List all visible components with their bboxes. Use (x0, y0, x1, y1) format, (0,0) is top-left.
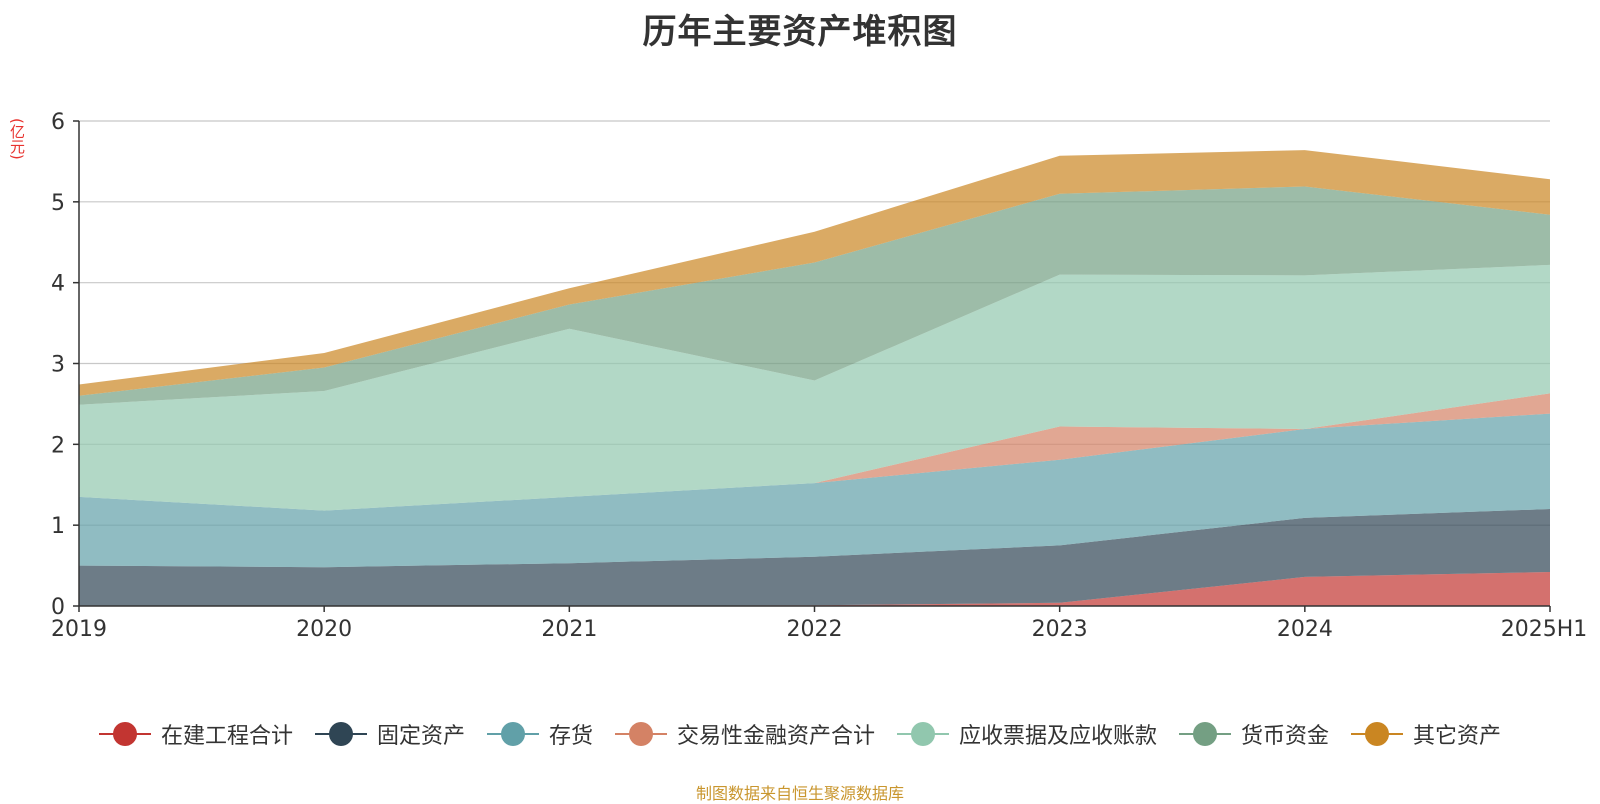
y-tick-label: 5 (51, 191, 65, 216)
legend-marker-icon (897, 720, 949, 748)
y-tick-label: 0 (51, 595, 65, 620)
legend-item-2[interactable]: 固定资产 (314, 718, 465, 750)
legend-marker-icon (98, 720, 151, 748)
legend: 在建工程合计 固定资产 存货 交易性金融资产合计 应收票据及应收账款 货币资金 其它资产 (0, 718, 1600, 750)
area-series (79, 150, 1550, 606)
legend-item-7[interactable]: 其它资产 (1351, 718, 1501, 750)
y-axis-unit-label: (亿元) (8, 118, 26, 160)
area-series-1 (79, 572, 1550, 606)
x-tick-label: 2025H1 (1501, 617, 1588, 642)
legend-item-4[interactable]: 交易性金融资产合计 (614, 718, 875, 750)
legend-label: 货币资金 (1241, 724, 1330, 749)
stacked-area-chart: 0 1 2 3 4 5 6 2019 2020 2021 2022 2023 2024 2025H1 (51, 110, 1587, 642)
area-series-6 (79, 186, 1550, 405)
legend-item-1[interactable]: 在建工程合计 (98, 718, 293, 750)
area-series-7 (79, 150, 1550, 396)
legend-item-6[interactable]: 货币资金 (1179, 718, 1329, 750)
legend-label: 存货 (548, 724, 593, 749)
legend-label: 其它资产 (1413, 724, 1502, 749)
legend-marker-icon (1179, 720, 1232, 748)
x-tick-label: 2024 (1277, 617, 1333, 642)
y-tick-label: 1 (51, 514, 65, 539)
area-series-5 (79, 264, 1550, 511)
legend-item-3[interactable]: 存货 (486, 718, 593, 750)
x-tick-label: 2023 (1032, 617, 1088, 642)
legend-marker-icon (614, 720, 667, 748)
y-tick-label: 3 (51, 353, 65, 378)
legend-marker-icon (1351, 720, 1404, 748)
legend-label: 应收票据及应收账款 (959, 724, 1158, 749)
y-tick-label: 2 (51, 433, 65, 458)
y-tick-label: 6 (51, 110, 65, 135)
legend-label: 在建工程合计 (160, 724, 293, 749)
chart-title: 历年主要资产堆积图 (642, 12, 958, 52)
x-tick-label: 2019 (51, 617, 107, 642)
legend-marker-icon (486, 720, 539, 748)
y-tick-label: 4 (51, 272, 65, 297)
legend-item-5[interactable]: 应收票据及应收账款 (897, 718, 1157, 750)
legend-marker-icon (314, 720, 367, 748)
data-source-note: 制图数据来自恒生聚源数据库 (695, 784, 904, 803)
area-series-3 (79, 413, 1550, 568)
legend-label: 交易性金融资产合计 (676, 724, 875, 749)
legend-label: 固定资产 (376, 724, 465, 749)
area-series-2 (79, 509, 1550, 606)
x-tick-label: 2021 (541, 617, 597, 642)
axes: 0 1 2 3 4 5 6 2019 2020 2021 2022 2023 2024 2025H1 (51, 110, 1587, 642)
x-tick-label: 2022 (787, 617, 843, 642)
x-tick-label: 2020 (296, 617, 352, 642)
